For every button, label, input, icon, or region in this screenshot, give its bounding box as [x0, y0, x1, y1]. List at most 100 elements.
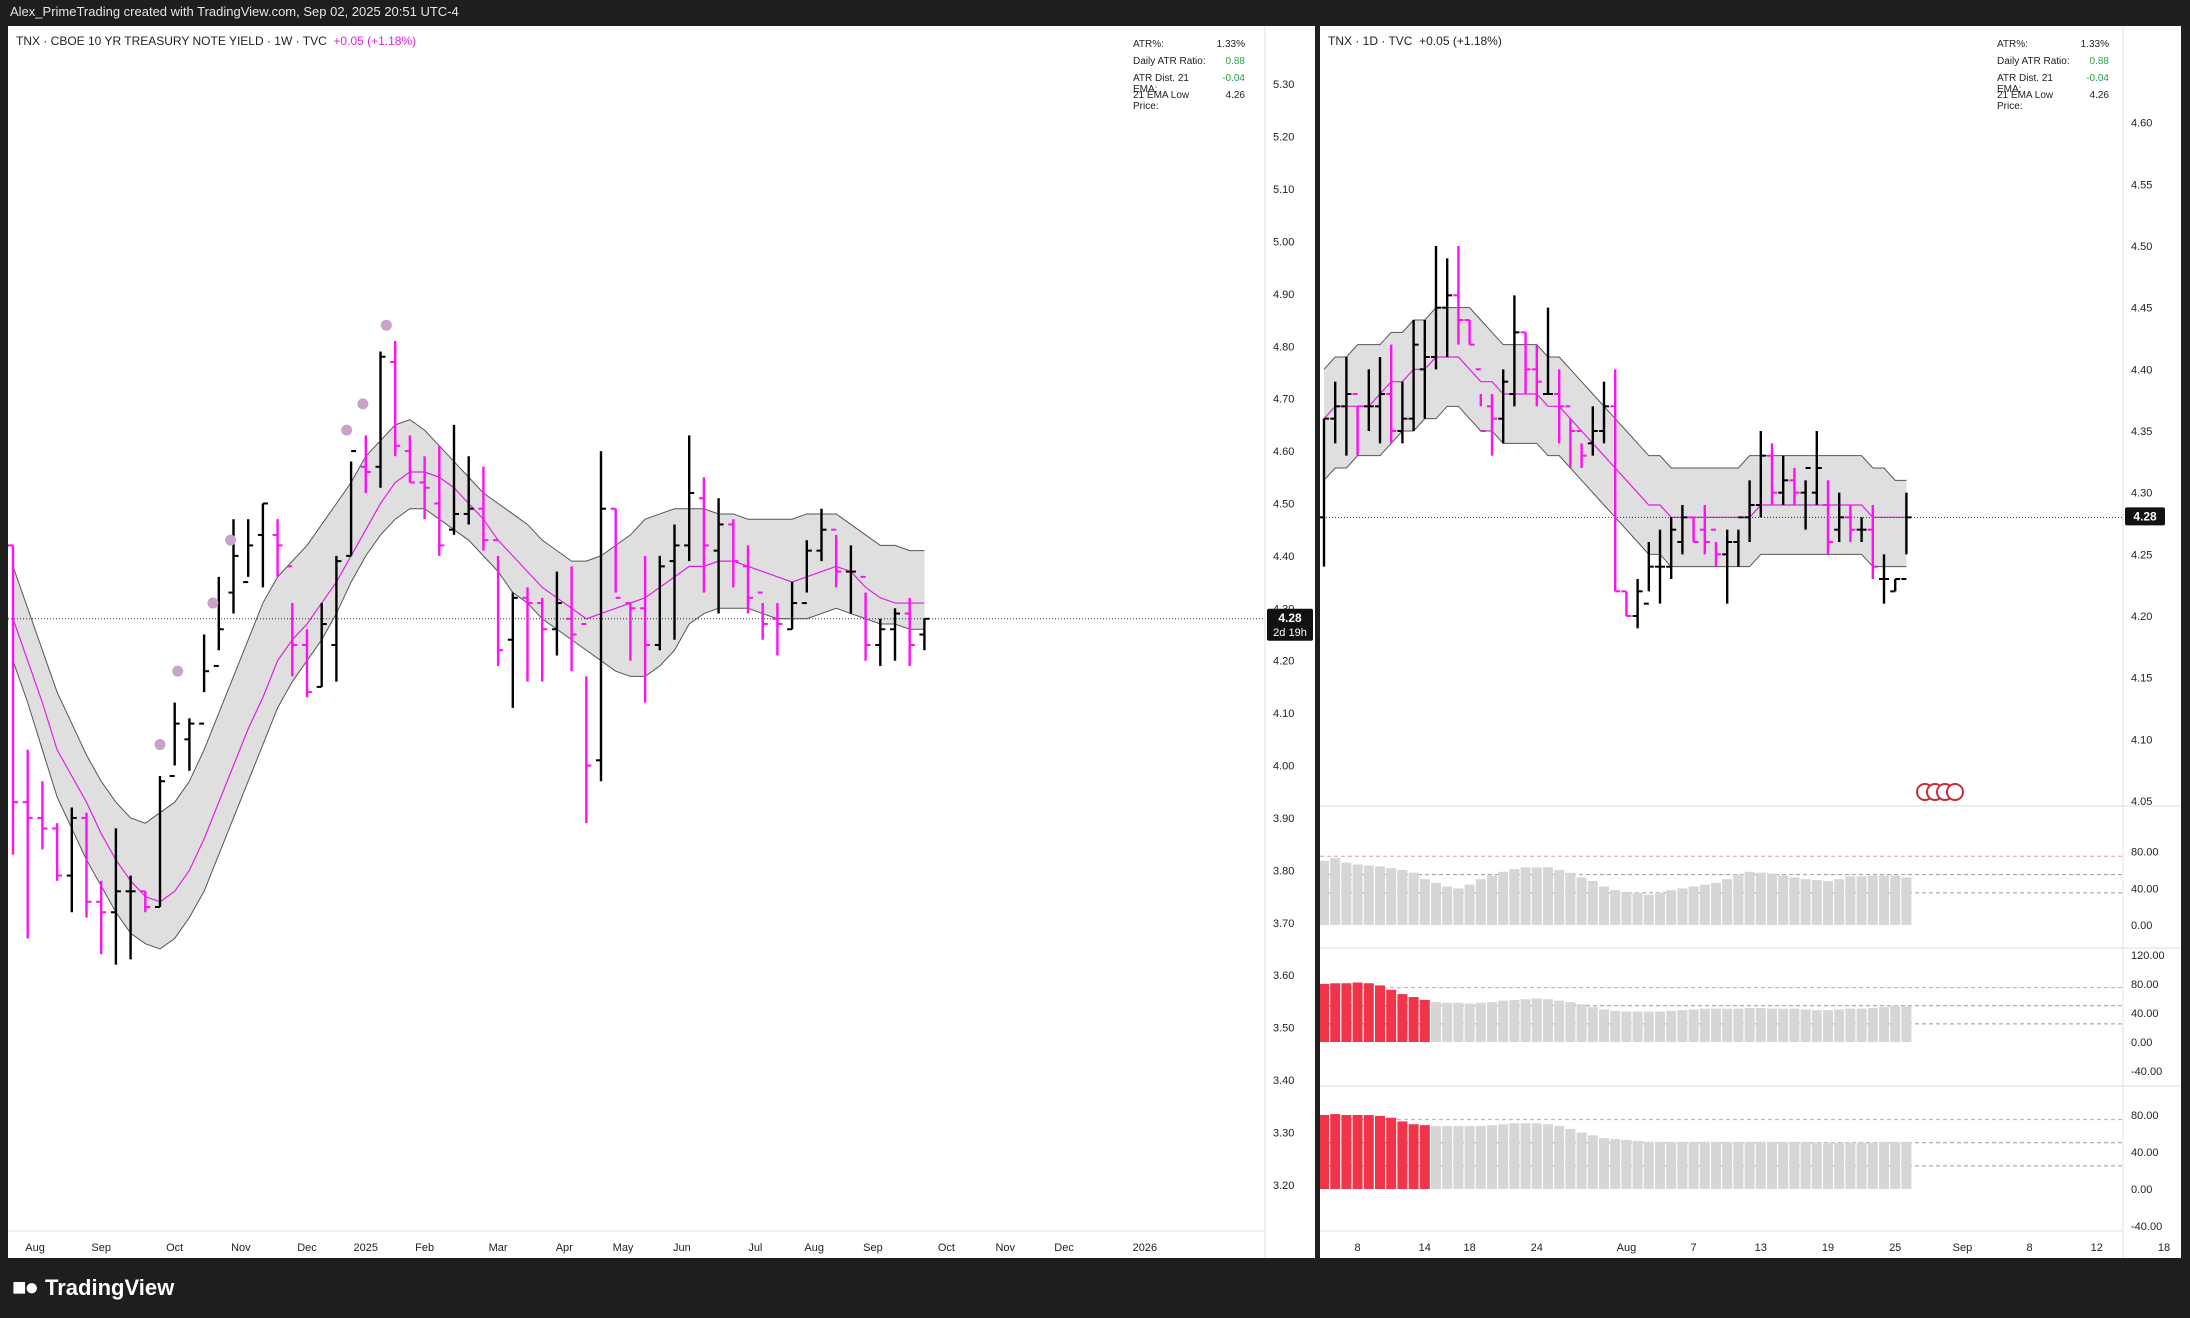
osc-y-tick-label: 40.00: [2131, 1147, 2159, 1159]
weekly-x-tick-label: Oct: [166, 1242, 183, 1254]
osc-bar: [1767, 873, 1777, 925]
osc-bar: [1856, 1142, 1867, 1189]
osc-bar: [1498, 1124, 1509, 1189]
osc-bar: [1778, 875, 1789, 925]
osc-bar: [1610, 890, 1621, 925]
weekly-stat-value: -0.04: [1222, 73, 1245, 84]
osc-bar: [1543, 1124, 1553, 1189]
weekly-x-tick-label: May: [613, 1242, 634, 1254]
daily-y-tick-label: 4.10: [2131, 734, 2152, 746]
daily-y-tick-label: 4.20: [2131, 611, 2152, 623]
osc-bar: [1554, 1126, 1565, 1189]
weekly-x-tick-label: Mar: [489, 1242, 508, 1254]
osc-bar: [1431, 1126, 1441, 1189]
weekly-y-tick-label: 4.70: [1273, 394, 1294, 406]
osc-y-tick-label: 80.00: [2131, 979, 2159, 991]
weekly-x-tick-label: Nov: [995, 1242, 1015, 1254]
osc-bar: [1587, 1135, 1598, 1189]
flag-icon: [1946, 783, 1964, 801]
osc-bar: [1688, 1009, 1699, 1043]
osc-bar: [1587, 1007, 1598, 1043]
weekly-stat-value: 1.33%: [1216, 39, 1245, 50]
osc-bar: [1386, 868, 1397, 925]
weekly-y-tick-label: 5.30: [1273, 79, 1294, 91]
weekly-y-tick-label: 4.90: [1273, 289, 1294, 301]
osc-bar: [1341, 862, 1352, 925]
osc-bar: [1800, 1141, 1811, 1189]
weekly-y-tick-label: 4.40: [1273, 551, 1294, 563]
osc-bar: [1408, 872, 1419, 925]
osc-bar: [1352, 982, 1363, 1043]
daily-chart-panel[interactable]: 4.60 4.55 4.50 4.45 4.40 4.35 4.30 4.25 4.20 4.15…: [1320, 26, 2181, 1258]
daily-chart-svg[interactable]: 4.60 4.55 4.50 4.45 4.40 4.35 4.30 4.25 4.20 4.15…: [1320, 26, 2181, 1258]
weekly-symbol-label: TNX · CBOE 10 YR TREASURY NOTE YIELD · 1…: [16, 34, 327, 48]
osc-bar: [1397, 1121, 1408, 1189]
osc-bar: [1475, 879, 1486, 925]
osc-bar: [1431, 1002, 1441, 1043]
weekly-ma-dot: [380, 319, 392, 331]
osc-bar: [1800, 1009, 1811, 1043]
osc-bar: [1755, 1141, 1766, 1189]
osc-bar: [1599, 1009, 1609, 1043]
osc-bar: [1363, 1114, 1374, 1189]
tradingview-logo-icon: ■●: [12, 1274, 39, 1301]
weekly-chart-svg[interactable]: 5.30 5.20 5.10 5.00 4.90 4.80 4.70 4.60 4.50 4.40…: [8, 26, 1315, 1258]
top-caption: Alex_PrimeTrading created with TradingVi…: [10, 4, 459, 19]
osc-bar: [1352, 1114, 1363, 1189]
weekly-y-tick-label: 5.20: [1273, 132, 1294, 144]
osc-bar: [1487, 1002, 1497, 1043]
osc-bar: [1789, 1141, 1800, 1189]
osc-bar: [1576, 1004, 1587, 1043]
osc-bar: [1431, 882, 1441, 925]
osc-bar: [1643, 894, 1654, 925]
weekly-ma-dot: [154, 739, 166, 751]
weekly-x-tick-label: Feb: [415, 1242, 434, 1254]
osc-y-tick-label: 40.00: [2131, 1008, 2159, 1020]
daily-x-tick-label: 7: [1691, 1242, 1697, 1254]
osc-bar: [1453, 888, 1464, 925]
osc-bar: [1879, 1141, 1889, 1189]
daily-x-tick-label: 14: [1419, 1242, 1431, 1254]
osc-bar: [1789, 877, 1800, 925]
weekly-y-tick-label: 4.20: [1273, 656, 1294, 668]
osc-bar: [1341, 1114, 1352, 1189]
osc-bar: [1823, 881, 1833, 925]
daily-y-tick-label: 4.40: [2131, 364, 2152, 376]
daily-x-tick-label: 18: [1463, 1242, 1475, 1254]
osc-bar: [1487, 1125, 1497, 1189]
weekly-x-tick-label: Sep: [91, 1242, 111, 1254]
daily-stat-label: ATR%:: [1997, 39, 2028, 50]
osc-bar: [1845, 876, 1856, 925]
weekly-x-tick-label: 2025: [354, 1242, 378, 1254]
osc-bar: [1890, 1005, 1901, 1043]
weekly-x-tick-label: Aug: [804, 1242, 824, 1254]
osc-bar: [1565, 1128, 1576, 1189]
weekly-y-tick-label: 3.80: [1273, 865, 1294, 877]
weekly-y-tick-label: 5.00: [1273, 236, 1294, 248]
osc-bar: [1442, 886, 1453, 925]
osc-bar: [1655, 892, 1665, 925]
daily-stat-label: ATR Dist. 21 EMA:: [1997, 73, 2053, 95]
weekly-y-tick-label: 4.80: [1273, 341, 1294, 353]
weekly-ma-dot: [172, 665, 184, 677]
osc-bar: [1834, 879, 1845, 925]
osc-bar: [1375, 866, 1385, 925]
osc-bar: [1823, 1142, 1833, 1189]
daily-x-tick-label: 8: [2027, 1242, 2033, 1254]
daily-y-tick-label: 4.35: [2131, 426, 2152, 438]
weekly-ma-dot: [341, 424, 353, 436]
osc-bar: [1879, 1007, 1889, 1043]
osc-bar: [1722, 1008, 1733, 1043]
weekly-chart-panel[interactable]: 5.30 5.20 5.10 5.00 4.90 4.80 4.70 4.60 4.50 4.40…: [8, 26, 1315, 1258]
tradingview-brand[interactable]: ■● TradingView: [12, 1274, 174, 1302]
osc-bar: [1565, 1002, 1576, 1043]
osc-bar: [1666, 1010, 1677, 1043]
weekly-x-tick-label: Aug: [25, 1242, 45, 1254]
daily-x-tick-label: 25: [1889, 1242, 1901, 1254]
osc-bar: [1744, 871, 1755, 925]
osc-bar: [1867, 1142, 1878, 1189]
daily-stat-row: Daily ATR Ratio: 0.88: [1997, 56, 2109, 73]
daily-x-tick-label: 19: [1822, 1242, 1834, 1254]
weekly-stat-row: ATR Dist. 21 EMA: -0.04: [1133, 73, 1245, 95]
weekly-stat-row: Daily ATR Ratio: 0.88: [1133, 56, 1245, 73]
